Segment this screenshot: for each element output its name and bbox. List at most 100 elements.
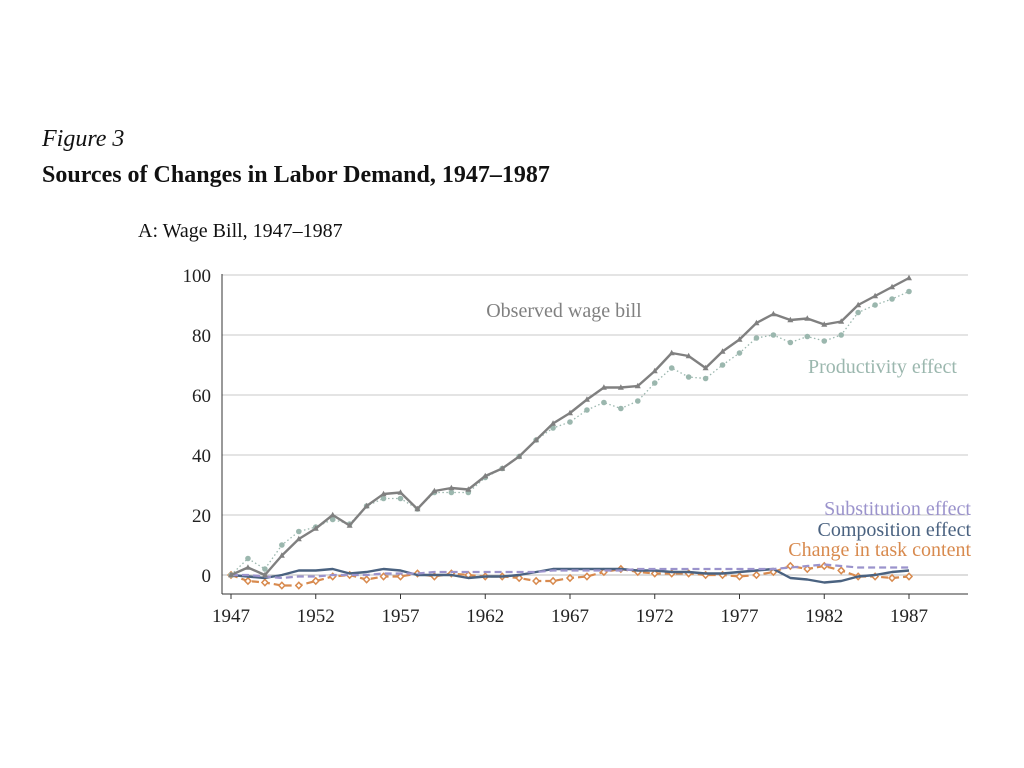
data-point: [904, 572, 914, 581]
x-tick-label: 1987: [890, 606, 928, 627]
data-point: [262, 566, 268, 572]
data-point: [448, 489, 455, 496]
data-point: [362, 575, 371, 584]
data-point: [803, 564, 812, 574]
data-point: [906, 274, 912, 281]
data-point: [855, 301, 862, 308]
figure-label: Figure 3: [42, 126, 125, 152]
data-point: [567, 409, 573, 416]
data-point: [635, 398, 641, 404]
data-point: [533, 436, 540, 443]
x-tick-label: 1982: [805, 606, 843, 627]
series-annotation: Productivity effect: [808, 356, 957, 378]
data-point: [346, 522, 353, 528]
data-point: [396, 572, 405, 581]
data-point: [431, 487, 438, 494]
series-line-2: [231, 563, 909, 580]
series-line-1: [230, 290, 910, 576]
data-point: [279, 542, 285, 548]
data-point: [736, 350, 743, 356]
x-tick-label: 1962: [466, 606, 504, 627]
data-point: [228, 571, 234, 578]
data-point: [685, 374, 692, 380]
data-point: [296, 528, 302, 535]
data-point: [617, 384, 624, 390]
data-point: [380, 495, 387, 502]
data-point: [329, 516, 336, 523]
y-tick-label: 0: [202, 566, 212, 587]
data-point: [837, 566, 846, 575]
data-point: [294, 581, 303, 590]
data-point: [804, 333, 811, 340]
data-point: [651, 380, 658, 386]
data-point: [499, 465, 506, 471]
data-point: [821, 321, 828, 327]
data-point: [295, 535, 302, 542]
data-point: [515, 573, 524, 583]
data-point: [736, 336, 743, 342]
panel-title: A: Wage Bill, 1947–1987: [138, 220, 343, 242]
data-point: [888, 573, 897, 583]
data-point: [414, 505, 421, 512]
data-point: [278, 552, 285, 558]
data-point: [651, 367, 658, 374]
data-point: [550, 425, 556, 431]
data-point: [753, 335, 760, 341]
data-point: [261, 571, 268, 578]
data-point: [752, 570, 761, 580]
data-point: [448, 484, 455, 491]
data-point: [787, 316, 794, 323]
data-point: [583, 396, 590, 402]
data-point: [889, 283, 896, 290]
data-point: [601, 399, 607, 406]
data-point: [668, 349, 675, 356]
data-point: [260, 578, 269, 587]
data-point: [550, 420, 557, 426]
axis-layer: 0 20 40 60 80 100 1947 1952 1957 1962 1967 1972 1977…: [183, 266, 968, 627]
data-point: [753, 319, 760, 326]
data-point: [600, 384, 607, 390]
data-point: [567, 419, 573, 425]
data-point: [465, 486, 472, 492]
data-point: [702, 364, 709, 371]
data-point: [804, 315, 811, 321]
data-point: [380, 490, 387, 497]
data-point: [872, 292, 879, 299]
data-point: [889, 296, 895, 302]
data-point: [379, 572, 388, 581]
data-point: [363, 502, 370, 509]
data-point: [618, 405, 624, 412]
data-point: [582, 572, 591, 581]
y-tick-label: 60: [192, 386, 211, 407]
data-point: [735, 572, 744, 581]
data-point: [397, 495, 404, 502]
series-line-0: [230, 276, 910, 577]
data-point: [855, 309, 861, 316]
data-point: [277, 581, 286, 590]
data-point: [668, 365, 675, 371]
data-point: [565, 573, 575, 583]
figure-title: Sources of Changes in Labor Demand, 1947…: [42, 162, 550, 188]
series-annotation: Change in task content: [788, 539, 971, 561]
data-point: [821, 338, 828, 344]
x-tick-label: 1972: [636, 606, 674, 627]
data-point: [482, 472, 489, 479]
data-point: [872, 302, 878, 308]
data-point: [397, 489, 404, 495]
data-point: [906, 288, 912, 295]
data-point: [311, 576, 320, 586]
data-point: [685, 352, 692, 359]
data-point: [516, 453, 523, 459]
data-point: [634, 382, 641, 389]
data-point: [532, 576, 541, 586]
series-line-3: [230, 567, 910, 584]
data-point: [584, 407, 590, 413]
y-tick-label: 20: [192, 506, 211, 527]
x-tick-label: 1952: [297, 606, 335, 627]
series-layer: [226, 274, 914, 590]
data-point: [838, 318, 845, 324]
data-point: [243, 576, 252, 586]
series-annotation: Composition effect: [818, 519, 972, 541]
data-point: [312, 525, 319, 531]
